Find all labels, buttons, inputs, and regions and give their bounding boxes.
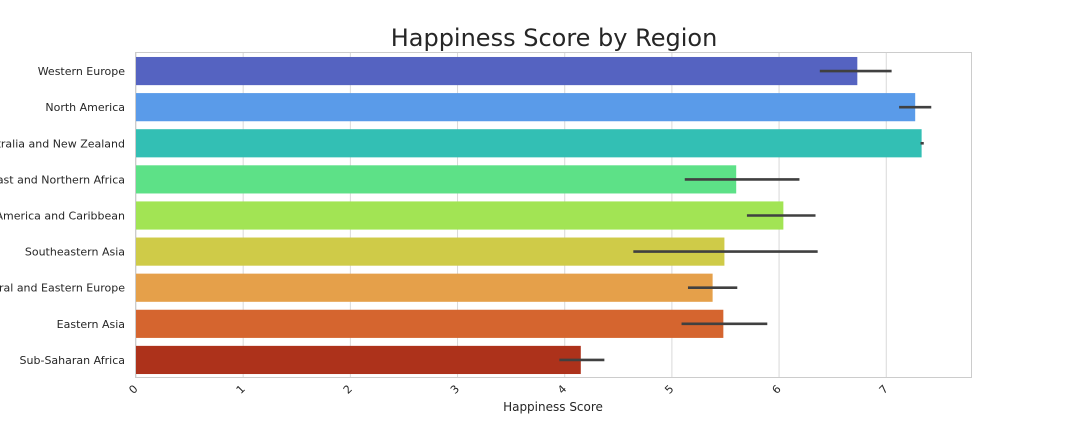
- y-tick-label: Central and Eastern Europe: [0, 282, 125, 295]
- y-tick-label: Sub-Saharan Africa: [20, 354, 125, 367]
- bar: [136, 309, 724, 338]
- y-tick-label: Western Europe: [38, 65, 126, 78]
- x-tick-label: 3: [448, 382, 462, 396]
- x-tick-label: 1: [234, 382, 248, 396]
- bar: [136, 345, 581, 375]
- x-tick-label: 0: [126, 382, 140, 396]
- x-tick-label: 5: [662, 382, 676, 396]
- y-tick-label: Eastern Asia: [57, 318, 125, 331]
- x-tick-label: 6: [770, 382, 784, 396]
- y-tick-labels: Western Europe North America Australia and…: [0, 65, 125, 367]
- x-axis-label: Happiness Score: [503, 400, 603, 414]
- bar: [136, 56, 858, 86]
- x-tick-label: 7: [877, 382, 891, 396]
- x-tick-label: 4: [555, 382, 569, 396]
- bar: [136, 165, 737, 194]
- bar: [136, 93, 916, 122]
- bar: [136, 129, 922, 158]
- y-tick-label: Southeastern Asia: [25, 246, 125, 259]
- x-tick-label: 2: [341, 382, 355, 396]
- y-tick-label: Australia and New Zealand: [0, 137, 125, 150]
- x-tick-labels: 0 1 2 3 4 5 6 7: [126, 382, 890, 396]
- bar: [136, 201, 784, 230]
- chart-title: Happiness Score by Region: [391, 24, 718, 52]
- plot-frame: [135, 52, 972, 378]
- error-bars: [559, 69, 932, 362]
- bars: [136, 56, 922, 375]
- y-tick-label: North America: [45, 101, 125, 114]
- bar: [136, 237, 725, 266]
- bar: [136, 273, 713, 302]
- y-tick-label: Latin America and Caribbean: [0, 210, 125, 223]
- y-tick-label: Middle East and Northern Africa: [0, 173, 125, 186]
